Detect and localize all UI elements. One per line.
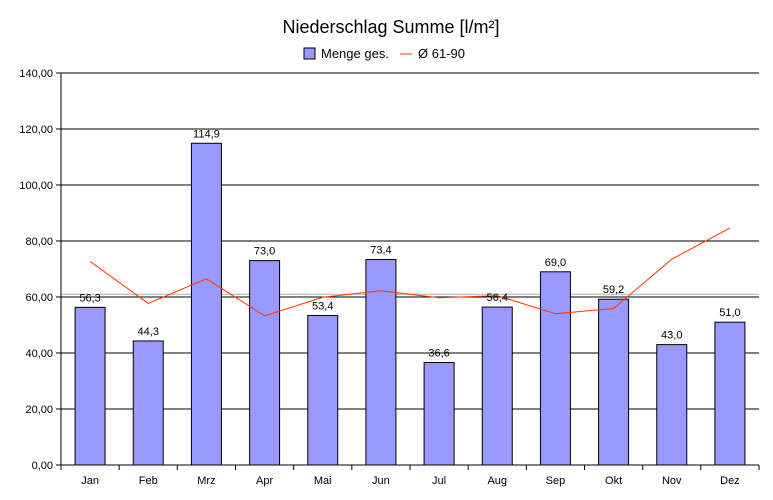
- x-tick-label: Feb: [139, 475, 158, 487]
- bar: [74, 306, 106, 466]
- mean-line-path: [89, 227, 731, 317]
- bar: [656, 344, 688, 466]
- x-tick-label: Mrz: [197, 475, 215, 487]
- data-label: 73,0: [254, 246, 275, 258]
- data-label: 73,4: [370, 244, 391, 256]
- x-tick-label: Mai: [314, 475, 332, 487]
- legend-swatch-bar: [303, 47, 316, 60]
- data-label: 44,3: [138, 326, 159, 338]
- y-tick-label: 20,00: [25, 404, 53, 416]
- x-tick-label: Sep: [546, 475, 566, 487]
- data-label: 53,4: [312, 300, 333, 312]
- y-tick-label: 120,00: [19, 124, 53, 136]
- bars: [74, 142, 746, 466]
- bar: [423, 362, 455, 466]
- mean-line: [89, 227, 731, 317]
- data-label: 69,0: [545, 257, 566, 269]
- bar: [307, 314, 339, 466]
- y-tick-label: 140,00: [19, 68, 53, 80]
- data-label: 51,0: [719, 307, 740, 319]
- bar: [481, 306, 513, 466]
- bar: [132, 340, 164, 466]
- y-tick-label: 40,00: [25, 348, 53, 360]
- data-label: 56,4: [487, 292, 508, 304]
- y-tick-label: 80,00: [25, 236, 53, 248]
- x-tick-label: Aug: [487, 475, 507, 487]
- chart-title: Niederschlag Summe [l/m²]: [282, 17, 499, 37]
- x-tick-label: Jan: [81, 475, 99, 487]
- data-label: 56,3: [79, 292, 100, 304]
- y-tick-label: 0,00: [32, 460, 53, 472]
- legend-label-menge: Menge ges.: [321, 46, 389, 61]
- data-label: 36,6: [428, 348, 449, 360]
- bar: [539, 271, 571, 466]
- x-tick-label: Jul: [432, 475, 446, 487]
- x-tick-label: Okt: [605, 475, 622, 487]
- axes: [56, 72, 760, 470]
- bar: [714, 321, 746, 466]
- bar: [249, 260, 281, 466]
- legend-label-mean: Ø 61-90: [418, 46, 465, 61]
- bar: [190, 142, 222, 466]
- bar: [365, 258, 397, 466]
- data-label: 43,0: [661, 330, 682, 342]
- x-tick-label: Jun: [372, 475, 390, 487]
- data-label: 59,2: [603, 284, 624, 296]
- bar: [598, 298, 630, 466]
- data-label: 114,9: [193, 128, 220, 140]
- gridlines: [61, 72, 759, 410]
- x-tick-label: Apr: [256, 475, 273, 487]
- labels: 0,00 20,00 40,00 60,00 80,00 100,00 120,00 140,…: [19, 68, 740, 487]
- y-tick-label: 100,00: [19, 180, 53, 192]
- x-tick-label: Nov: [662, 475, 682, 487]
- legend: Menge ges. Ø 61-90: [303, 46, 465, 61]
- x-tick-label: Dez: [720, 475, 740, 487]
- y-tick-label: 60,00: [25, 292, 53, 304]
